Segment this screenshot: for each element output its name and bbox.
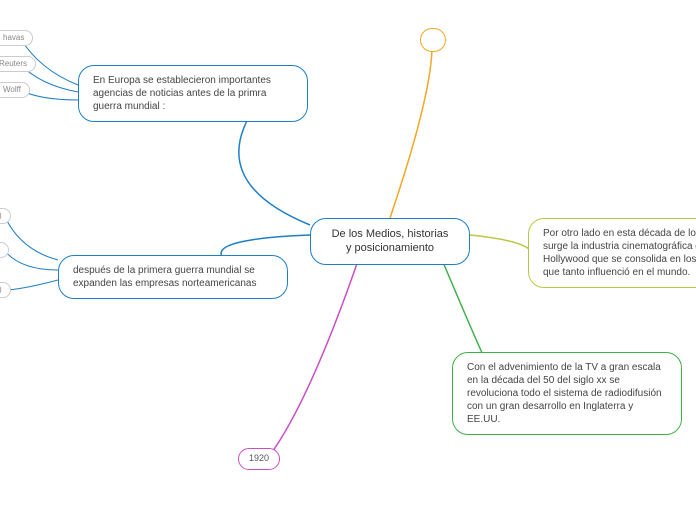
havas-label: havas [3,33,24,42]
hollywood-text: Por otro lado en esta década de los años… [543,228,696,278]
europe-text: En Europa se establecieron importantes a… [93,75,271,112]
postwar-child-2[interactable]: ) [0,242,9,258]
reuters-node[interactable]: Reuters [0,56,36,72]
reuters-label: Reuters [0,59,27,68]
wolff-label: Wolff [3,85,21,94]
postwar-child-3[interactable]: ) [0,282,11,298]
center-title-line2: y posicionamiento [346,242,434,254]
year1920-label: 1920 [249,453,269,463]
tv-node[interactable]: Con el advenimiento de la TV a gran esca… [452,352,682,435]
europe-node[interactable]: En Europa se establecieron importantes a… [78,65,308,122]
center-node[interactable]: De los Medios, historias y posicionamien… [310,218,470,265]
postwar-text: después de la primera guerra mundial se … [73,265,256,289]
hollywood-node[interactable]: Por otro lado en esta década de los años… [528,218,696,288]
havas-node[interactable]: havas [0,30,33,46]
orange-empty-node[interactable] [420,28,446,52]
tv-text: Con el advenimiento de la TV a gran esca… [467,362,662,425]
wolff-node[interactable]: Wolff [0,82,30,98]
year1920-node[interactable]: 1920 [238,448,280,470]
postwar-node[interactable]: después de la primera guerra mundial se … [58,255,288,299]
center-title-line1: De los Medios, historias [332,228,449,240]
postwar-child-1[interactable]: ) [0,208,11,224]
